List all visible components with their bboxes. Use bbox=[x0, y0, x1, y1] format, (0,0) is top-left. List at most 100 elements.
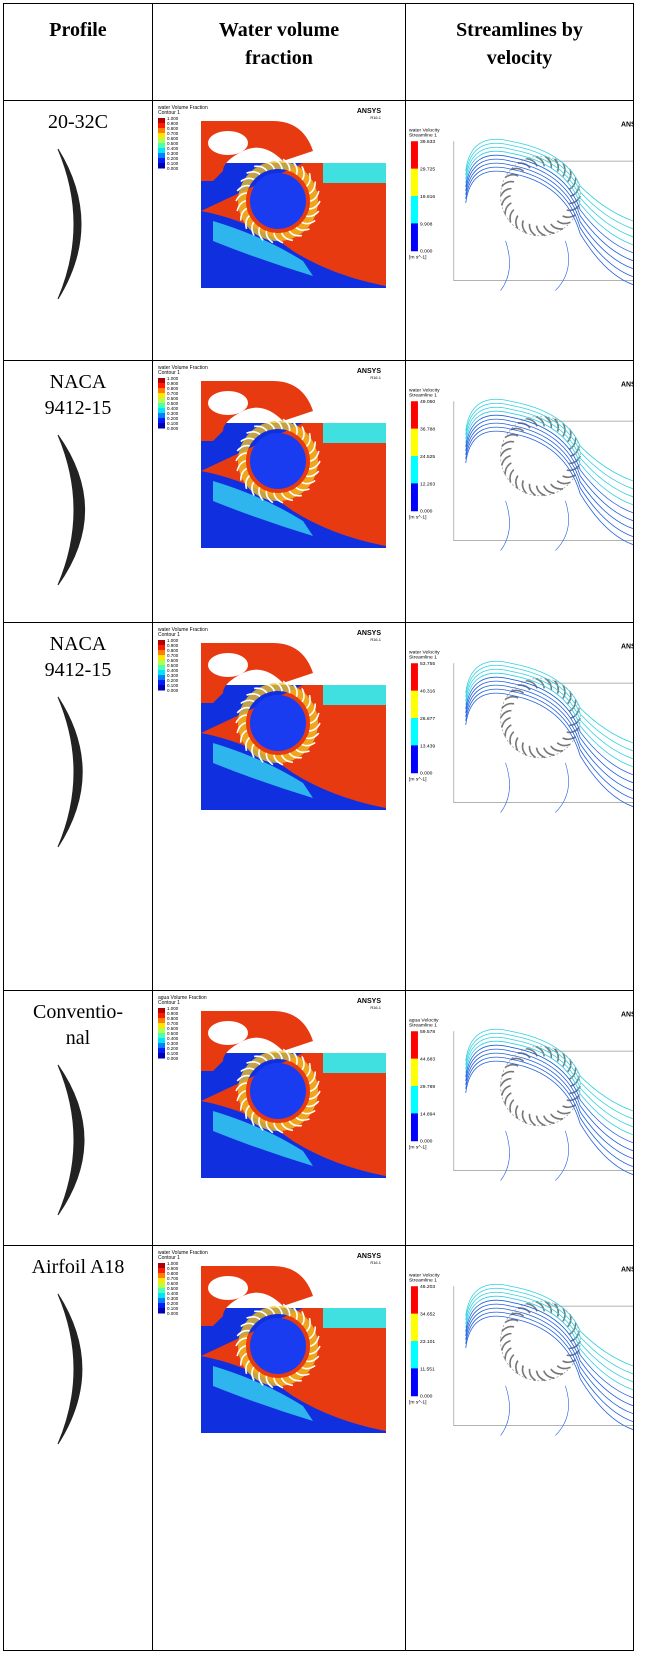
legend-swatch bbox=[158, 143, 165, 149]
inlet-nozzle bbox=[208, 1021, 248, 1045]
legend-label: 0.000 bbox=[420, 1139, 433, 1145]
legend-label: 0.000 bbox=[167, 166, 179, 171]
legend-label: 12.263 bbox=[420, 481, 435, 487]
page: Profile Water volume fraction Streamline… bbox=[0, 0, 667, 1654]
legend-swatch bbox=[158, 1263, 165, 1269]
velocity-unit: [m s^-1] bbox=[409, 777, 427, 783]
legend-label: 44.683 bbox=[420, 1057, 435, 1063]
legend-swatch bbox=[158, 670, 165, 676]
rotor-blade bbox=[502, 182, 514, 187]
rotor-blade bbox=[516, 1106, 518, 1119]
profile-cell: NACA 9412-15 bbox=[4, 361, 153, 623]
profile-name: Conventio-nal bbox=[28, 999, 128, 1051]
profile-cell: Conventio-nal bbox=[4, 991, 153, 1246]
streamline bbox=[466, 1312, 633, 1422]
brand: ANSYS bbox=[621, 643, 633, 650]
version: R16.1 bbox=[370, 375, 381, 380]
rotor-core bbox=[250, 695, 306, 751]
legend-swatch bbox=[158, 680, 165, 686]
streamline-image: agua VelocityStreamline 159.57844.68329.… bbox=[406, 991, 633, 1181]
legend-swatch bbox=[158, 1048, 165, 1054]
streamline-cell: water VelocityStreamline 149.05036.78824… bbox=[406, 361, 634, 623]
legend-label: 0.000 bbox=[420, 1394, 433, 1400]
rotor-blade bbox=[516, 476, 518, 489]
blade-shape bbox=[58, 697, 82, 847]
legend-label: 0.000 bbox=[420, 771, 433, 777]
rotor-blade bbox=[557, 1111, 570, 1114]
inlet-nozzle bbox=[208, 1276, 248, 1300]
legend-swatch bbox=[158, 1018, 165, 1024]
legend-swatch bbox=[158, 138, 165, 144]
streamline-wrap: water VelocityStreamline 149.05036.78824… bbox=[406, 361, 633, 551]
streamline bbox=[466, 1288, 633, 1374]
legend-label: 26.877 bbox=[420, 716, 435, 722]
blade-profile bbox=[38, 687, 118, 857]
contour-cell: water Volume FractionContour 11.0000.900… bbox=[153, 623, 406, 991]
legend-swatch bbox=[158, 393, 165, 399]
streamline-wrap: water VelocityStreamline 139.63329.72519… bbox=[406, 101, 633, 291]
streamline-image: water VelocityStreamline 153.75540.31626… bbox=[406, 623, 633, 813]
table-row: NACA 9412-15water Volume FractionContour… bbox=[4, 623, 634, 991]
rotor-blade bbox=[522, 480, 526, 493]
legend-swatch bbox=[158, 418, 165, 424]
rotor-core bbox=[250, 433, 306, 489]
profile-name: NACA 9412-15 bbox=[28, 369, 128, 421]
streamline bbox=[466, 171, 633, 285]
table-row: NACA 9412-15water Volume FractionContour… bbox=[4, 361, 634, 623]
blade-profile bbox=[38, 139, 118, 309]
brand: ANSYS bbox=[621, 1011, 633, 1018]
legend-swatch bbox=[158, 158, 165, 164]
rotor-blade bbox=[502, 704, 514, 709]
legend-swatch bbox=[411, 456, 418, 484]
profile-name: 20-32C bbox=[28, 109, 128, 135]
blade-profile bbox=[38, 425, 118, 595]
header-text: Profile bbox=[4, 16, 152, 44]
legend-swatch bbox=[158, 128, 165, 134]
legend-swatch bbox=[158, 118, 165, 124]
cyan-pool bbox=[323, 1053, 386, 1073]
streamline bbox=[466, 693, 633, 807]
rotor-blade bbox=[522, 220, 526, 233]
rotor-blade bbox=[530, 746, 536, 758]
legend-label: 49.050 bbox=[420, 399, 435, 405]
cyan-pool bbox=[323, 163, 386, 183]
legend-swatch bbox=[158, 133, 165, 139]
legend-label: 0.000 bbox=[167, 688, 179, 693]
legend-swatch bbox=[411, 1286, 418, 1314]
legend-label: 0.000 bbox=[167, 1056, 179, 1061]
streamline bbox=[466, 1304, 633, 1406]
blade-shape bbox=[58, 149, 81, 299]
legend-swatch bbox=[158, 1038, 165, 1044]
rotor-blade bbox=[516, 738, 518, 751]
rotor-blade bbox=[510, 210, 514, 223]
rotor-blade bbox=[505, 463, 511, 475]
streamline-subtitle: Streamline 1 bbox=[409, 392, 437, 398]
legend-label: 29.725 bbox=[420, 167, 435, 173]
streamline bbox=[501, 763, 569, 813]
rotor-blade bbox=[557, 481, 570, 484]
legend-label: 46.203 bbox=[420, 1284, 435, 1290]
rotor-blade bbox=[522, 742, 526, 755]
streamline-image: water VelocityStreamline 146.20334.65223… bbox=[406, 1246, 633, 1436]
legend-swatch bbox=[411, 1341, 418, 1369]
velocity-unit: [m s^-1] bbox=[409, 515, 427, 521]
rotor-blade bbox=[510, 1355, 514, 1368]
legend-swatch bbox=[158, 1053, 165, 1059]
rotor-blade bbox=[505, 1093, 511, 1105]
rotor-blade bbox=[510, 470, 514, 483]
legend-label: 0.000 bbox=[420, 509, 433, 515]
streamline-wrap: water VelocityStreamline 146.20334.65223… bbox=[406, 1246, 633, 1436]
legend-swatch bbox=[158, 1028, 165, 1034]
header-text: Streamlines by velocity bbox=[430, 16, 610, 72]
legend-label: 53.755 bbox=[420, 661, 435, 667]
brand: ANSYS bbox=[357, 1253, 381, 1260]
blade-shape bbox=[58, 1065, 84, 1215]
legend-swatch bbox=[158, 685, 165, 691]
legend-label: 59.578 bbox=[420, 1029, 435, 1035]
legend-swatch bbox=[411, 718, 418, 746]
legend-swatch bbox=[158, 645, 165, 651]
contour-image: water Volume FractionContour 11.0000.900… bbox=[153, 1246, 401, 1436]
legend-swatch bbox=[158, 153, 165, 159]
